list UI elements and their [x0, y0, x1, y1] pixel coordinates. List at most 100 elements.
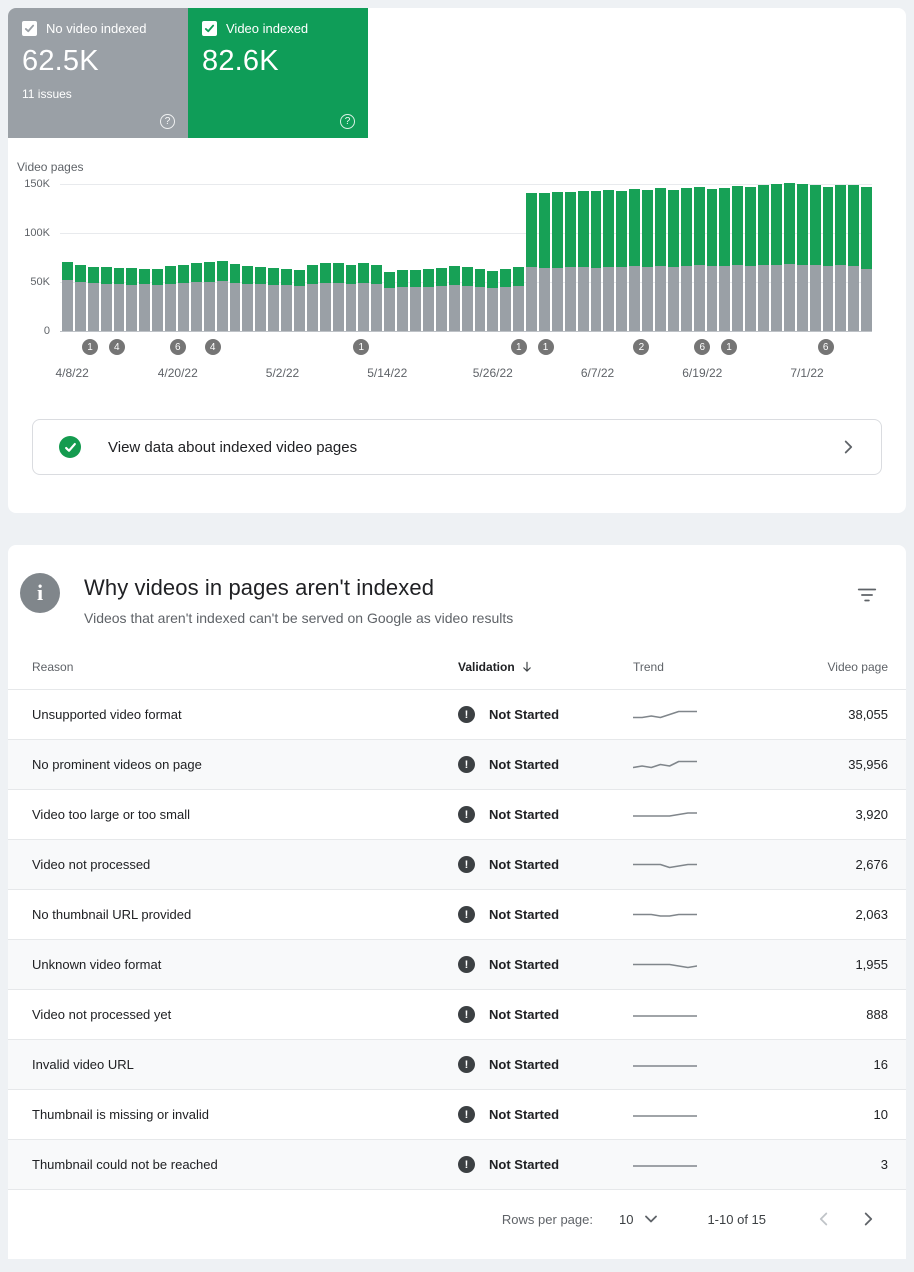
chart-bar[interactable] [178, 264, 189, 331]
chart-bar[interactable] [474, 268, 486, 331]
stat-box-video-indexed[interactable]: Video indexed 82.6K ? [188, 8, 368, 138]
chart-bar[interactable] [693, 187, 705, 331]
chart-bar[interactable] [758, 185, 769, 331]
annotation-badge[interactable]: 1 [537, 339, 554, 355]
table-row[interactable]: No thumbnail URL provided! Not Started 2,0… [8, 890, 906, 940]
chart-bar[interactable] [242, 265, 254, 331]
chart-bar[interactable] [616, 190, 628, 331]
annotation-badge[interactable]: 2 [633, 339, 650, 355]
chart-bar[interactable] [319, 263, 331, 331]
chart-bar[interactable] [796, 184, 808, 331]
annotation-badge[interactable]: 4 [108, 339, 125, 355]
annotation-badge[interactable]: 1 [510, 339, 527, 355]
chart-bar[interactable] [422, 268, 434, 331]
chart-bar[interactable] [848, 185, 860, 331]
chart-bar[interactable] [113, 267, 125, 331]
table-row[interactable]: Video not processed yet! Not Started 888 [8, 990, 906, 1040]
chart-bar[interactable] [294, 269, 305, 331]
annotation-badge[interactable]: 6 [694, 339, 711, 355]
table-row[interactable]: Video not processed! Not Started 2,676 [8, 840, 906, 890]
chart-bar[interactable] [268, 267, 280, 331]
annotation-badge[interactable]: 4 [204, 339, 221, 355]
annotation-badge[interactable]: 1 [353, 339, 370, 355]
chart-bar[interactable] [448, 265, 460, 331]
chart-bar[interactable] [706, 188, 718, 331]
chart-bar[interactable] [590, 190, 602, 331]
column-header-video-page[interactable]: Video page [827, 659, 888, 674]
chart-bar[interactable] [397, 269, 409, 331]
chart-bar[interactable] [87, 266, 99, 331]
chart-bar[interactable] [861, 187, 873, 331]
chart-bar[interactable] [564, 191, 576, 331]
column-header-validation[interactable]: Validation [458, 660, 613, 674]
table-row[interactable]: Invalid video URL! Not Started 16 [8, 1040, 906, 1090]
chart-bar[interactable] [306, 264, 318, 331]
table-row[interactable]: Unsupported video format! Not Started 38,0… [8, 690, 906, 740]
annotation-badge[interactable]: 1 [721, 339, 738, 355]
chart-bar[interactable] [783, 183, 795, 331]
previous-page-button[interactable] [808, 1203, 840, 1235]
column-header-reason[interactable]: Reason [32, 659, 74, 674]
next-page-button[interactable] [852, 1203, 884, 1235]
no-video-indexed-checkbox[interactable] [22, 21, 37, 36]
chart-bar[interactable] [281, 268, 293, 331]
chart-bar[interactable] [487, 270, 499, 331]
video-indexed-checkbox[interactable] [202, 21, 217, 36]
chart-bar[interactable] [835, 185, 847, 331]
chart-bar[interactable] [629, 188, 641, 331]
chart-bar[interactable] [126, 267, 138, 331]
chart-bar[interactable] [229, 264, 241, 331]
chart-bar[interactable] [680, 188, 692, 331]
table-row[interactable]: No prominent videos on page! Not Started 3… [8, 740, 906, 790]
column-header-trend[interactable]: Trend [633, 659, 664, 674]
chart-bar[interactable] [822, 187, 834, 331]
help-icon[interactable]: ? [340, 114, 355, 129]
chart-bar[interactable] [435, 267, 447, 331]
chart-bar[interactable] [642, 189, 653, 331]
chart-bar[interactable] [139, 268, 151, 331]
chart-bar[interactable] [500, 268, 512, 331]
chart-bar[interactable] [332, 263, 344, 331]
chart-bar[interactable] [371, 264, 383, 331]
view-data-link[interactable]: View data about indexed video pages [32, 419, 882, 475]
chart-bar[interactable] [74, 264, 86, 331]
chart-bar[interactable] [461, 266, 473, 331]
chart-bar[interactable] [603, 189, 615, 331]
chart-bar[interactable] [345, 264, 357, 331]
chart-bar[interactable] [667, 189, 679, 331]
chart-bar[interactable] [538, 192, 550, 331]
table-row[interactable]: Unknown video format! Not Started 1,955 [8, 940, 906, 990]
filter-icon[interactable] [856, 585, 878, 610]
chart-bar[interactable] [100, 266, 112, 331]
table-row[interactable]: Thumbnail could not be reached! Not Start… [8, 1140, 906, 1190]
chart-bar[interactable] [165, 265, 177, 331]
chart-bar[interactable] [255, 266, 267, 331]
chart-bar[interactable] [551, 191, 563, 331]
annotation-badge[interactable]: 6 [817, 339, 834, 355]
rows-per-page-dropdown-icon[interactable] [645, 1215, 658, 1223]
chart-bar[interactable] [384, 271, 396, 331]
chart-bar[interactable] [770, 184, 782, 331]
annotation-badge[interactable]: 1 [82, 339, 99, 355]
table-row[interactable]: Thumbnail is missing or invalid! Not Star… [8, 1090, 906, 1140]
table-row[interactable]: Video too large or too small! Not Started… [8, 790, 906, 840]
chart-bar[interactable] [654, 188, 666, 331]
help-icon[interactable]: ? [160, 114, 175, 129]
chart-bar[interactable] [719, 188, 731, 331]
chart-bar[interactable] [745, 187, 757, 331]
chart-bar[interactable] [62, 261, 73, 331]
chart-bar[interactable] [809, 185, 821, 331]
stat-box-no-video-indexed[interactable]: No video indexed 62.5K 11 issues ? [8, 8, 188, 138]
chart-bar[interactable] [203, 262, 215, 331]
chart-bar[interactable] [216, 261, 228, 331]
chart-bar[interactable] [526, 192, 537, 331]
chart-bar[interactable] [152, 268, 164, 331]
chart-bar[interactable] [732, 186, 744, 331]
chart-bar[interactable] [577, 190, 589, 331]
chart-bar[interactable] [358, 263, 370, 331]
chart-bar[interactable] [513, 266, 525, 331]
chart-bar[interactable] [190, 263, 202, 331]
rows-per-page-value[interactable]: 10 [618, 1211, 634, 1227]
chart-bar[interactable] [410, 269, 421, 331]
annotation-badge[interactable]: 6 [169, 339, 186, 355]
